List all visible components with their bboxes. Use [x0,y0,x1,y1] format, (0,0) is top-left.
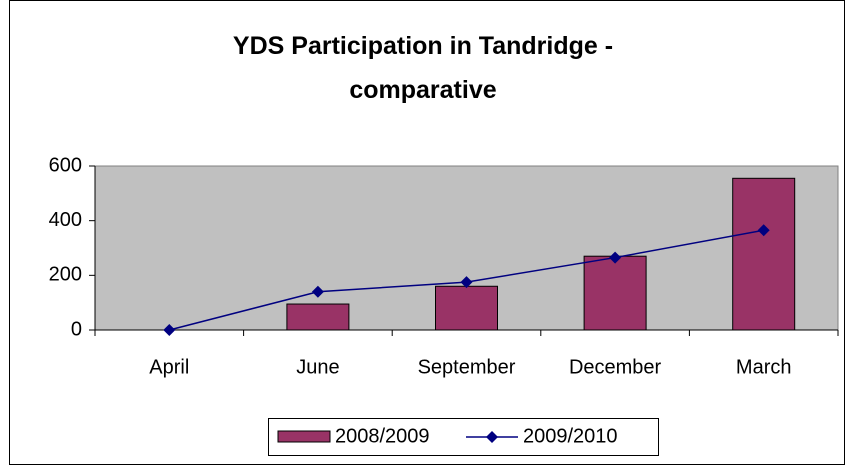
x-tick-label: September [418,356,516,378]
x-tick-label: April [149,356,189,378]
marker [609,251,622,264]
legend-label: 2008/2009 [335,425,430,447]
y-tick-label: 200 [49,264,82,286]
bar [732,177,796,331]
legend-box [268,418,659,456]
marker [757,224,770,237]
marker [311,285,324,298]
x-tick-label: December [569,356,662,378]
bar [286,303,350,331]
marker [460,276,473,289]
chart-title: YDS Participation in Tandridge - compara… [232,32,614,104]
bar [583,255,647,331]
bar [435,285,498,331]
y-tick-label: 400 [49,209,82,231]
y-tick-label: 600 [49,154,82,176]
legend-label: 2009/2010 [523,425,618,447]
x-tick-label: March [736,356,792,378]
x-tick-label: June [296,356,339,378]
y-tick-label: 0 [71,318,82,340]
legend-marker [486,431,498,443]
legend-swatch [277,430,331,443]
marker [163,324,176,336]
